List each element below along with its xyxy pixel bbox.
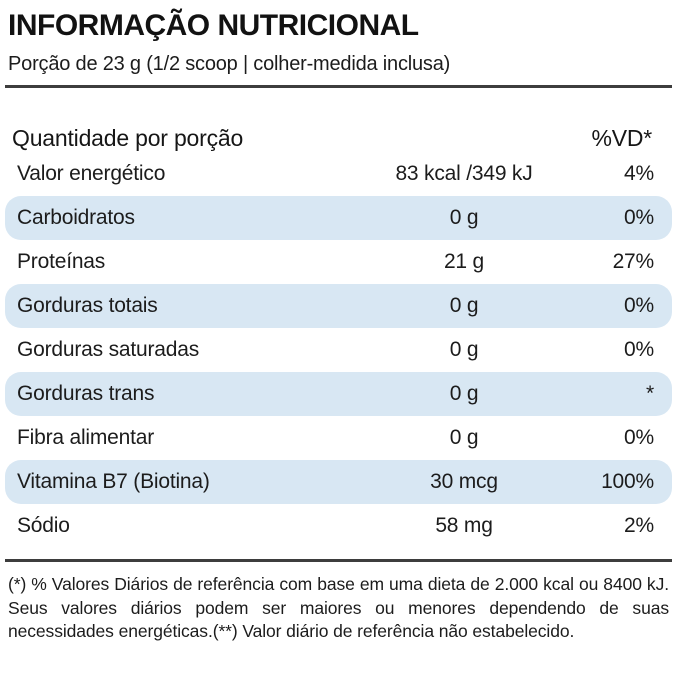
nutrient-dv: 0%	[624, 294, 654, 317]
nutrient-dv: 27%	[612, 250, 655, 273]
nutrient-amount: 0 g	[449, 338, 479, 361]
table-row: Proteínas 21 g 27%	[5, 240, 672, 284]
nutrient-dv: 0%	[624, 426, 654, 449]
nutrient-name: Gorduras saturadas	[17, 338, 199, 361]
nutrient-amount: 0 g	[449, 382, 479, 405]
footnote: (*) % Valores Diários de referência com …	[8, 574, 669, 641]
nutrient-dv: 0%	[624, 206, 654, 229]
table-row: Fibra alimentar 0 g 0%	[5, 416, 672, 460]
nutrient-amount: 21 g	[443, 250, 485, 273]
column-header-quantity: Quantidade por porção	[12, 125, 244, 151]
divider-bottom	[5, 559, 672, 562]
nutrient-name: Sódio	[17, 514, 70, 537]
table-row: Carboidratos 0 g 0%	[5, 196, 672, 240]
nutrient-amount: 0 g	[449, 206, 479, 229]
table-row: Vitamina B7 (Biotina) 30 mcg 100%	[5, 460, 672, 504]
nutrient-amount: 0 g	[449, 426, 479, 449]
nutrient-name: Carboidratos	[17, 206, 135, 229]
nutrient-dv: 0%	[624, 338, 654, 361]
nutrient-dv: 2%	[624, 514, 654, 537]
table-row: Valor energético 83 kcal /349 kJ 4%	[5, 152, 672, 196]
table-row: Gorduras trans 0 g *	[5, 372, 672, 416]
table-row: Gorduras saturadas 0 g 0%	[5, 328, 672, 372]
nutrient-amount: 58 mg	[435, 514, 493, 537]
divider-top	[5, 85, 672, 88]
nutrient-name: Fibra alimentar	[17, 426, 155, 449]
nutrient-name: Vitamina B7 (Biotina)	[17, 470, 210, 493]
nutrient-name: Valor energético	[17, 162, 166, 185]
nutrient-dv: 100%	[601, 470, 654, 493]
serving-size: Porção de 23 g (1/2 scoop | colher-medid…	[8, 53, 451, 75]
nutrient-dv: *	[646, 382, 654, 405]
table-row: Gorduras totais 0 g 0%	[5, 284, 672, 328]
nutrient-name: Proteínas	[17, 250, 106, 273]
nutrient-amount: 83 kcal /349 kJ	[395, 162, 533, 185]
table-row: Sódio 58 mg 2%	[5, 504, 672, 548]
table-header: Quantidade por porção %VD*	[5, 88, 672, 152]
nutrient-amount: 0 g	[449, 294, 479, 317]
nutrient-name: Gorduras totais	[17, 294, 158, 317]
column-header-dv: %VD*	[591, 125, 652, 151]
nutrient-name: Gorduras trans	[17, 382, 155, 405]
nutrient-dv: 4%	[624, 162, 654, 185]
label-title: INFORMAÇÃO NUTRICIONAL	[8, 9, 419, 42]
nutrient-amount: 30 mcg	[430, 470, 498, 493]
nutrition-table: Valor energético 83 kcal /349 kJ 4% Carb…	[5, 152, 672, 548]
